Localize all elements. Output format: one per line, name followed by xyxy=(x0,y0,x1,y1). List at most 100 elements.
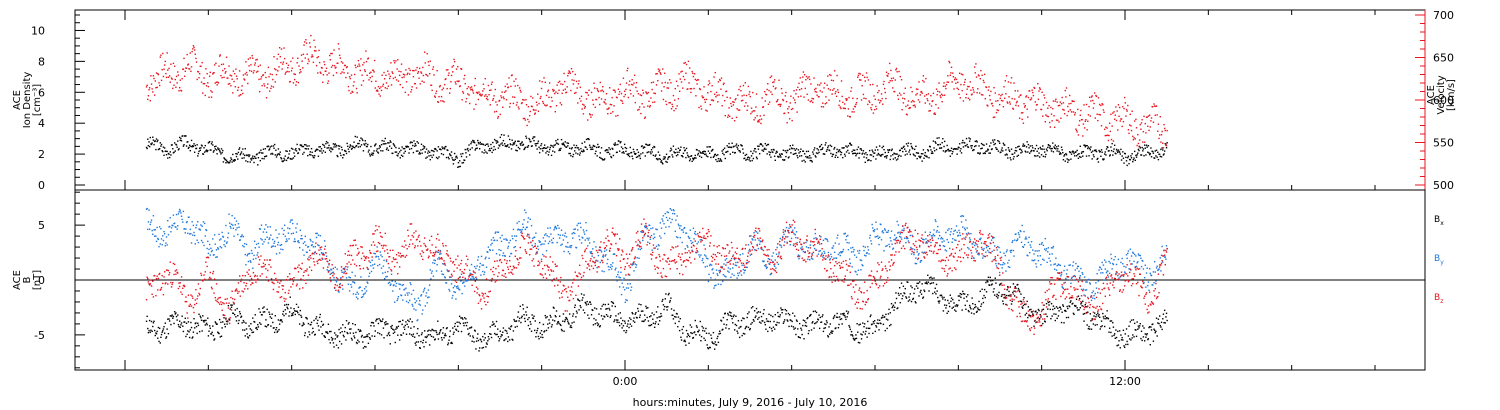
density-point xyxy=(1005,149,1007,151)
density-point xyxy=(744,154,746,157)
density-point xyxy=(230,158,233,161)
bx-point xyxy=(715,344,718,346)
bx-point xyxy=(661,300,663,302)
density-point xyxy=(290,158,292,160)
density-point xyxy=(947,148,950,151)
density-point xyxy=(458,165,460,168)
velocity-point xyxy=(974,72,976,74)
bx-point xyxy=(567,320,569,322)
density-point xyxy=(847,149,849,152)
velocity-point xyxy=(1061,96,1063,99)
density-point xyxy=(846,146,848,148)
bx-point xyxy=(1003,297,1005,299)
bx-point xyxy=(854,337,856,340)
bx-point xyxy=(1067,316,1070,319)
velocity-point xyxy=(155,72,158,74)
bx-point xyxy=(583,312,586,314)
density-point xyxy=(573,150,576,152)
bx-point xyxy=(837,326,840,329)
velocity-point xyxy=(625,82,628,84)
bx-point xyxy=(308,333,311,336)
bx-point xyxy=(203,321,205,323)
velocity-point xyxy=(177,71,179,73)
density-point xyxy=(808,155,811,157)
velocity-point xyxy=(577,102,579,104)
bx-point xyxy=(774,313,776,316)
velocity-point xyxy=(217,82,220,84)
bx-point xyxy=(562,320,564,322)
density-point xyxy=(935,142,937,144)
velocity-point xyxy=(641,103,643,105)
density-point xyxy=(1166,142,1168,144)
density-point xyxy=(1048,147,1051,149)
bx-point xyxy=(1115,329,1117,331)
velocity-point xyxy=(562,89,565,91)
velocity-point xyxy=(482,90,484,92)
velocity-point xyxy=(742,99,744,102)
bx-point xyxy=(577,298,579,300)
velocity-point xyxy=(955,82,957,85)
bx-point xyxy=(513,318,515,321)
bx-point xyxy=(863,325,865,328)
density-point xyxy=(1058,150,1060,153)
density-point xyxy=(1022,143,1025,145)
velocity-point xyxy=(945,83,948,86)
velocity-point xyxy=(249,57,251,59)
bx-point xyxy=(407,319,409,321)
density-point xyxy=(1093,155,1095,158)
bx-point xyxy=(474,330,476,332)
velocity-point xyxy=(855,103,857,106)
density-point xyxy=(501,142,503,144)
density-point xyxy=(1103,158,1105,160)
bx-point xyxy=(732,315,735,318)
density-point xyxy=(1119,153,1121,155)
velocity-point xyxy=(379,95,381,97)
velocity-point xyxy=(1085,118,1087,121)
bx-point xyxy=(1117,330,1119,333)
density-point xyxy=(453,152,456,155)
velocity-point xyxy=(531,105,533,108)
density-point xyxy=(302,145,305,148)
bx-point xyxy=(192,336,194,338)
velocity-point xyxy=(663,72,666,75)
density-point xyxy=(1013,152,1016,154)
density-point xyxy=(981,147,983,149)
velocity-point xyxy=(305,39,307,41)
velocity-point xyxy=(192,48,194,50)
density-point xyxy=(253,155,256,158)
density-point xyxy=(188,144,191,146)
bx-point xyxy=(702,327,705,329)
bx-point xyxy=(560,324,562,327)
density-point xyxy=(853,149,856,152)
velocity-point xyxy=(605,92,608,95)
velocity-point xyxy=(738,88,740,91)
bx-point xyxy=(1154,331,1156,334)
velocity-point xyxy=(1044,121,1046,123)
velocity-point xyxy=(627,96,630,99)
density-point xyxy=(606,151,608,154)
velocity-point xyxy=(393,59,395,62)
density-point xyxy=(1108,155,1111,157)
bx-point xyxy=(971,297,973,299)
bx-point xyxy=(875,326,878,328)
velocity-point xyxy=(485,94,487,96)
density-point xyxy=(163,147,166,149)
bx-point xyxy=(845,310,848,312)
velocity-point xyxy=(615,115,617,117)
density-point xyxy=(843,146,845,149)
density-point xyxy=(460,153,462,155)
velocity-point xyxy=(714,71,716,74)
velocity-point xyxy=(953,78,956,81)
velocity-point xyxy=(824,103,826,105)
density-point xyxy=(1039,146,1041,149)
density-point xyxy=(155,138,158,140)
bx-point xyxy=(557,320,560,323)
velocity-point xyxy=(672,94,675,97)
density-point xyxy=(1009,157,1011,159)
density-point xyxy=(489,149,491,152)
bx-point xyxy=(427,330,429,332)
velocity-point xyxy=(146,84,148,87)
bx-point xyxy=(426,335,428,337)
density-point xyxy=(262,152,264,154)
bx-point xyxy=(635,312,637,314)
